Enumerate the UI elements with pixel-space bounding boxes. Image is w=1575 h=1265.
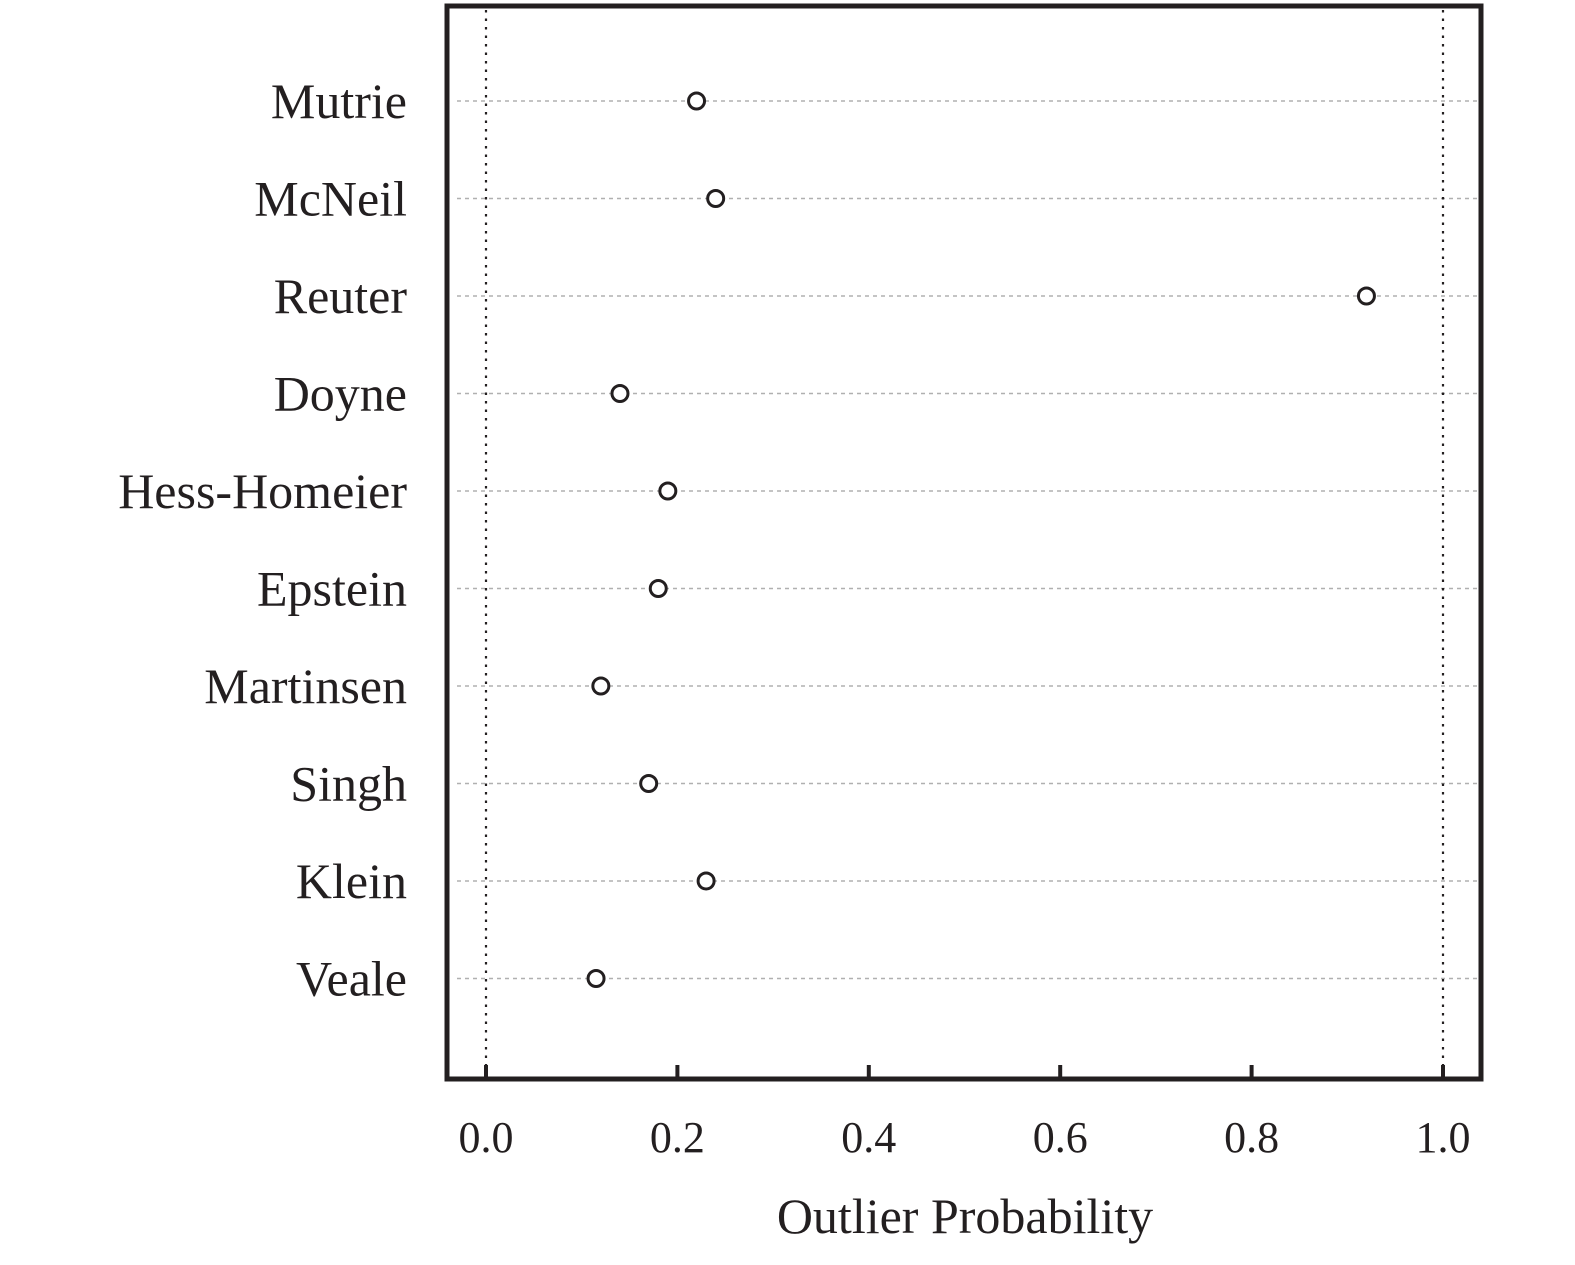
data-point-veale <box>586 969 606 988</box>
data-point-hess-homeier <box>658 481 678 501</box>
data-point-mutrie <box>687 91 707 111</box>
x-tick-label: 1.0 <box>1416 1113 1471 1162</box>
data-point-epstein <box>648 579 668 598</box>
category-label: Mutrie <box>271 73 407 129</box>
category-label: Klein <box>296 853 407 909</box>
x-tick-label: 0.4 <box>841 1113 896 1162</box>
x-tick-label: 0.0 <box>459 1113 514 1162</box>
data-point-mcneil <box>706 189 726 208</box>
x-tick-label: 0.2 <box>650 1113 705 1162</box>
x-axis-title: Outlier Probability <box>777 1188 1153 1244</box>
x-axis-ticks: 0.0 0.2 0.4 0.6 0.8 1.0 <box>459 1065 1471 1162</box>
reference-lines <box>484 10 1445 1075</box>
data-point-singh <box>639 774 659 793</box>
grid-layer <box>457 100 1477 980</box>
data-points <box>586 91 1376 988</box>
data-point-klein <box>696 871 716 891</box>
plot-border <box>444 3 1484 1082</box>
category-label: McNeil <box>254 171 407 227</box>
category-label: Veale <box>296 951 407 1007</box>
plot-frame <box>444 3 1484 1082</box>
category-label: Martinsen <box>204 658 407 714</box>
category-labels: Mutrie McNeil Reuter Doyne Hess-Homeier Epste… <box>118 73 407 1007</box>
data-point-martinsen <box>591 676 611 696</box>
category-label: Reuter <box>274 268 408 324</box>
x-tick-label: 0.6 <box>1033 1113 1088 1162</box>
data-point-doyne <box>610 384 630 403</box>
category-label: Doyne <box>274 366 407 422</box>
category-label: Singh <box>290 756 407 812</box>
x-tick-label: 0.8 <box>1224 1113 1279 1162</box>
category-label: Hess-Homeier <box>118 463 407 519</box>
category-label: Epstein <box>257 561 407 617</box>
data-point-reuter <box>1356 286 1376 306</box>
